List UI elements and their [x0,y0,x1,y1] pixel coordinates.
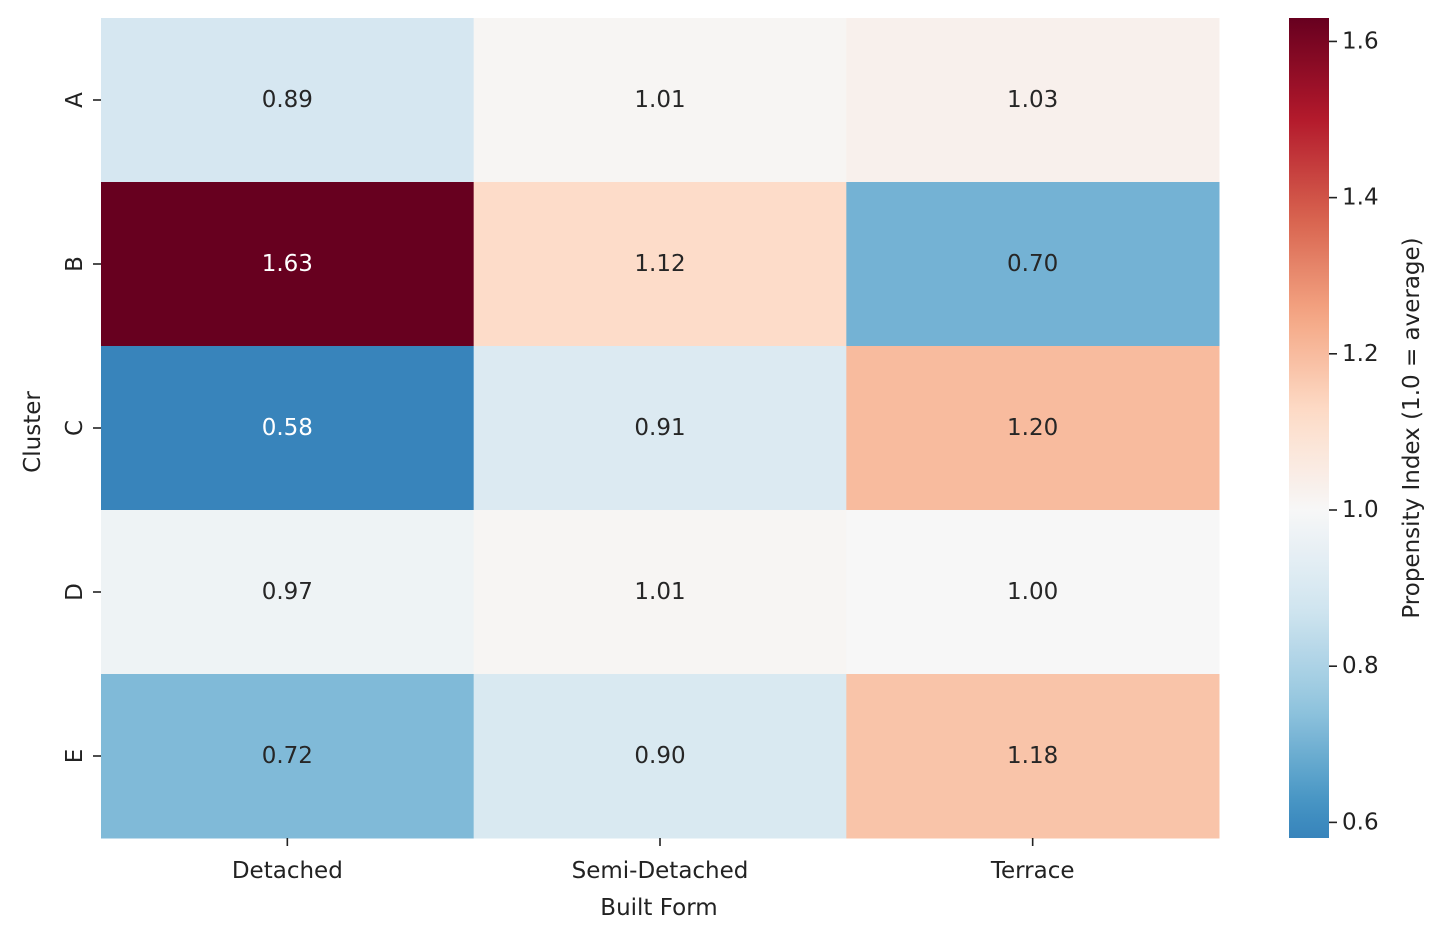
heatmap-cell-label: 0.91 [634,415,685,441]
heatmap-cell-labels: 0.89 1.01 1.03 1.63 1.12 0.70 0.58 0.91 1.20 0.97… [262,87,1059,769]
heatmap-cell [101,510,475,675]
y-tick-label: A [62,92,88,108]
heatmap-cell-label: 1.01 [634,579,685,605]
heatmap-cell-label: 0.89 [262,87,313,113]
y-tick-label: D [62,583,88,601]
y-tick-label: B [62,256,88,272]
y-axis-label: Cluster [20,391,46,473]
heatmap-cell [101,346,475,511]
heatmap-cell-label: 1.00 [1007,579,1058,605]
y-tick-label: E [62,749,88,764]
heatmap-cell [846,18,1220,183]
heatmap-cell [846,346,1220,511]
heatmap-cells [101,18,1220,839]
colorbar-label: Propensity Index (1.0 = average) [1399,237,1425,618]
heatmap-cell-label: 0.90 [634,743,685,769]
x-tick-label: Detached [232,858,343,884]
colorbar-tick-label: 1.0 [1342,497,1379,523]
colorbar-tick-label: 1.2 [1342,341,1379,367]
colorbar-axis: 0.6 0.8 1.0 1.2 1.4 1.6 [1329,28,1379,835]
heatmap-cell [473,18,847,183]
colorbar-tick-label: 1.4 [1342,185,1379,211]
heatmap-cell [473,346,847,511]
heatmap-cell [846,510,1220,675]
heatmap-cell-label: 1.18 [1007,743,1058,769]
heatmap-cell [101,674,475,839]
heatmap-cell [846,674,1220,839]
colorbar-tick-label: 0.8 [1342,653,1379,679]
heatmap-cell-label: 0.72 [262,743,313,769]
heatmap-cell [101,18,475,183]
heatmap-cell [846,182,1220,347]
heatmap-cell-label: 1.01 [634,87,685,113]
heatmap-cell-label: 1.20 [1007,415,1058,441]
heatmap-cell-label: 1.63 [262,251,313,277]
heatmap-cell-label: 1.12 [634,251,685,277]
heatmap-cell-label: 1.03 [1007,87,1058,113]
x-tick-label: Semi-Detached [572,858,749,884]
heatmap-cell [473,674,847,839]
y-axis: A B C D E [62,92,101,763]
y-tick-label: C [62,420,88,436]
colorbar [1289,18,1329,838]
heatmap-cell [473,182,847,347]
colorbar-tick-label: 1.6 [1342,28,1379,54]
x-axis-label: Built Form [600,895,717,921]
x-tick-label: Terrace [990,858,1075,884]
heatmap-cell [473,510,847,675]
colorbar-tick-label: 0.6 [1342,809,1379,835]
heatmap-cell [101,182,475,347]
heatmap-cell-label: 0.70 [1007,251,1058,277]
heatmap-cell-label: 0.97 [262,579,313,605]
heatmap-cell-label: 0.58 [262,415,313,441]
x-axis: Detached Semi-Detached Terrace [232,838,1075,884]
